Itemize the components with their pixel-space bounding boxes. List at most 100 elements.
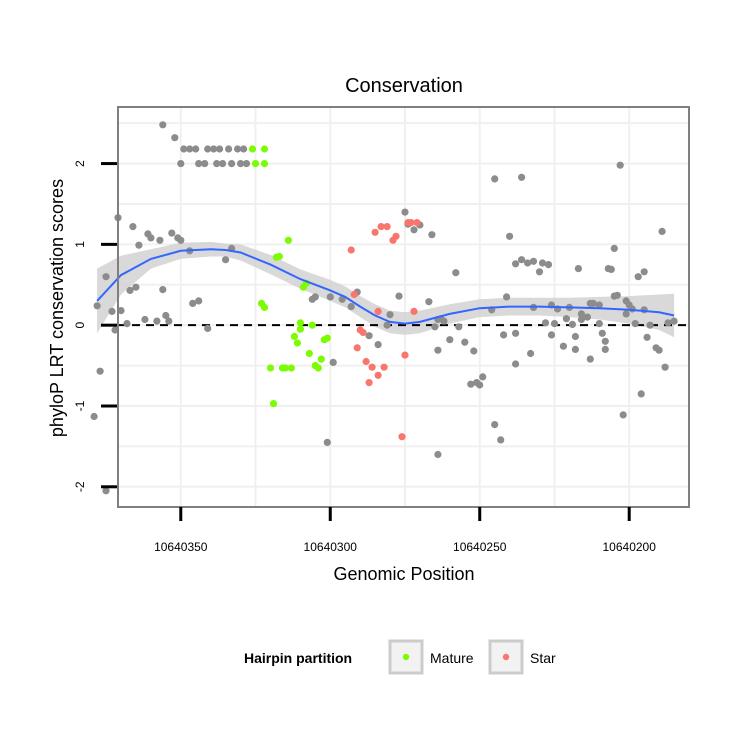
point-mature xyxy=(248,145,257,153)
point-other xyxy=(547,331,556,339)
point-other xyxy=(506,232,514,240)
point-other xyxy=(177,236,185,244)
point-other xyxy=(631,320,639,328)
smooth-trend-line xyxy=(96,248,675,325)
point-mature xyxy=(269,400,278,408)
point-other xyxy=(93,302,101,310)
point-star xyxy=(410,307,418,315)
point-other xyxy=(577,310,586,318)
point-other xyxy=(562,315,571,323)
point-other xyxy=(222,256,230,264)
point-other xyxy=(613,291,621,299)
point-other xyxy=(177,160,185,168)
point-mature xyxy=(287,364,295,372)
point-star xyxy=(413,219,421,227)
point-star xyxy=(368,363,376,371)
point-star xyxy=(401,351,409,359)
point-mature xyxy=(260,145,269,153)
point-other xyxy=(117,307,125,315)
point-other xyxy=(595,320,603,328)
point-other xyxy=(434,346,442,354)
point-other xyxy=(479,373,487,381)
point-other xyxy=(503,293,511,301)
point-other xyxy=(541,319,550,327)
point-other xyxy=(153,317,161,325)
point-other xyxy=(225,145,233,153)
point-other xyxy=(568,320,577,328)
point-other xyxy=(491,175,499,183)
point-mature xyxy=(260,160,269,168)
point-other xyxy=(497,436,505,444)
point-other xyxy=(589,299,597,307)
point-other xyxy=(329,358,337,366)
point-other xyxy=(374,341,382,349)
point-other xyxy=(538,259,547,267)
point-star xyxy=(392,232,400,240)
point-other xyxy=(323,438,331,446)
point-star xyxy=(353,344,361,352)
point-other xyxy=(240,145,248,153)
point-other xyxy=(601,345,609,353)
point-mature xyxy=(314,364,322,372)
point-other xyxy=(135,241,143,249)
point-other xyxy=(544,261,553,269)
x-tick-label: 10640200 xyxy=(603,540,657,554)
point-mature xyxy=(284,236,292,244)
point-other xyxy=(622,310,630,318)
point-other xyxy=(219,160,227,168)
legend-entry-mature: Mature xyxy=(388,639,474,675)
point-other xyxy=(141,315,149,324)
point-other xyxy=(646,321,654,329)
point-mature xyxy=(293,339,301,347)
point-other xyxy=(210,145,218,153)
x-tick-label: 10640250 xyxy=(453,540,507,554)
point-other xyxy=(195,297,203,305)
point-mature xyxy=(308,321,316,329)
point-other xyxy=(395,292,403,300)
x-tick-label: 10640300 xyxy=(304,540,358,554)
point-other xyxy=(186,145,194,153)
point-other xyxy=(511,260,520,268)
point-other xyxy=(234,145,242,153)
point-other xyxy=(550,320,559,328)
point-other xyxy=(637,390,645,398)
point-other xyxy=(524,259,532,267)
point-star xyxy=(383,223,391,231)
point-other xyxy=(338,295,346,303)
x-axis: 10640350 10640300 10640250 10640200 xyxy=(154,507,656,554)
point-other xyxy=(159,286,167,294)
point-other xyxy=(634,273,642,281)
point-star xyxy=(374,307,382,315)
point-other xyxy=(189,299,197,307)
point-other xyxy=(511,360,520,368)
point-other xyxy=(90,412,98,421)
x-tick-label: 10640350 xyxy=(154,540,208,554)
legend-label-mature: Mature xyxy=(430,650,474,666)
point-other xyxy=(527,349,535,358)
plot-panel xyxy=(90,106,690,508)
y-tick-label: -2 xyxy=(73,481,87,492)
point-other xyxy=(180,145,188,153)
point-other xyxy=(598,329,606,337)
point-mature xyxy=(317,355,325,363)
point-other xyxy=(658,227,666,235)
point-star xyxy=(407,219,415,227)
gridlines xyxy=(118,107,689,507)
point-other xyxy=(571,345,580,353)
point-other xyxy=(461,338,469,346)
point-mature xyxy=(290,332,298,341)
y-tick-label: 0 xyxy=(73,322,87,329)
point-other xyxy=(204,145,212,153)
point-other xyxy=(431,323,439,331)
point-other xyxy=(661,363,669,371)
point-other xyxy=(108,307,116,315)
panel-border xyxy=(117,106,690,508)
point-other xyxy=(326,293,334,301)
point-other xyxy=(428,231,436,239)
legend-dot-star xyxy=(502,653,510,661)
point-other xyxy=(228,160,236,168)
point-other xyxy=(616,161,624,169)
point-other xyxy=(165,317,173,325)
point-other xyxy=(386,311,394,319)
